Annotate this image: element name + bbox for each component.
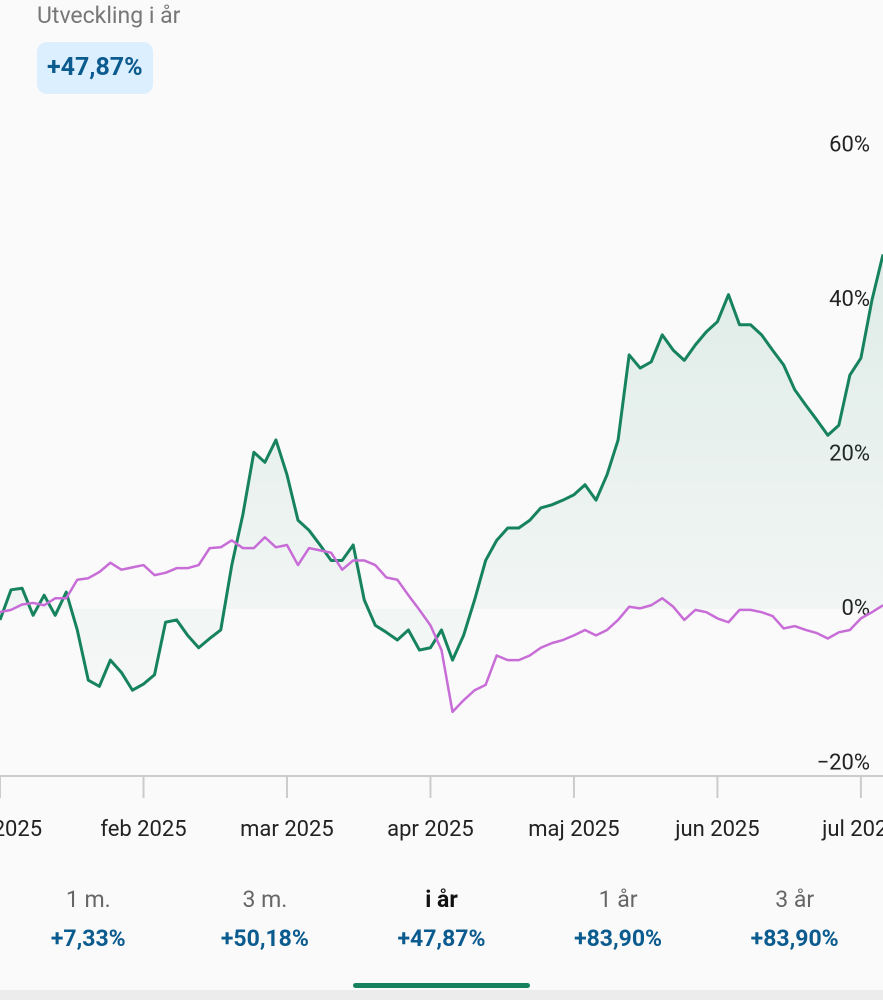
x-tick-label: apr 2025: [387, 817, 474, 842]
tab-change: +47,87%: [397, 925, 486, 952]
area: [0, 254, 883, 691]
tab-period: 3 år: [775, 886, 815, 913]
tab-change: +83,90%: [574, 925, 663, 952]
tab-change: +50,18%: [220, 925, 309, 952]
change-badge: +47,87%: [37, 42, 153, 94]
x-tick-label: jul 2025: [821, 817, 883, 842]
period-tab[interactable]: 3 m. +50,18%: [177, 868, 354, 988]
tab-period: 1 år: [598, 886, 638, 913]
y-tick-label: 60%: [829, 132, 870, 157]
x-tick-label: feb 2025: [100, 817, 186, 842]
tab-period: 1 m.: [65, 886, 111, 913]
period-tab[interactable]: i år +47,87%: [353, 868, 530, 988]
period-tab[interactable]: 1 år +83,90%: [530, 868, 707, 988]
x-tick-label: jan 2025: [0, 817, 42, 842]
series-line: [0, 536, 883, 714]
y-tick-label: −20%: [817, 750, 870, 775]
x-tick-label: jun 2025: [674, 817, 759, 842]
tab-period: i år: [425, 886, 458, 913]
series-line: [0, 254, 883, 692]
period-tab[interactable]: 1 m. +7,33%: [0, 868, 177, 988]
y-tick-label: 40%: [829, 287, 870, 312]
period-tabs: 1 m. +7,33% 3 m. +50,18% i år +47,87% 1 år +83,…: [0, 868, 883, 988]
tab-period: 3 m.: [242, 886, 288, 913]
tab-change: +83,90%: [750, 925, 839, 952]
period-tab[interactable]: 3 år +83,90%: [706, 868, 883, 988]
x-tick-label: maj 2025: [528, 817, 619, 842]
footer-strip: [0, 990, 883, 1000]
title: Utveckling i år: [37, 2, 181, 29]
tab-change: +7,33%: [50, 925, 126, 952]
x-tick-label: mar 2025: [240, 817, 334, 842]
